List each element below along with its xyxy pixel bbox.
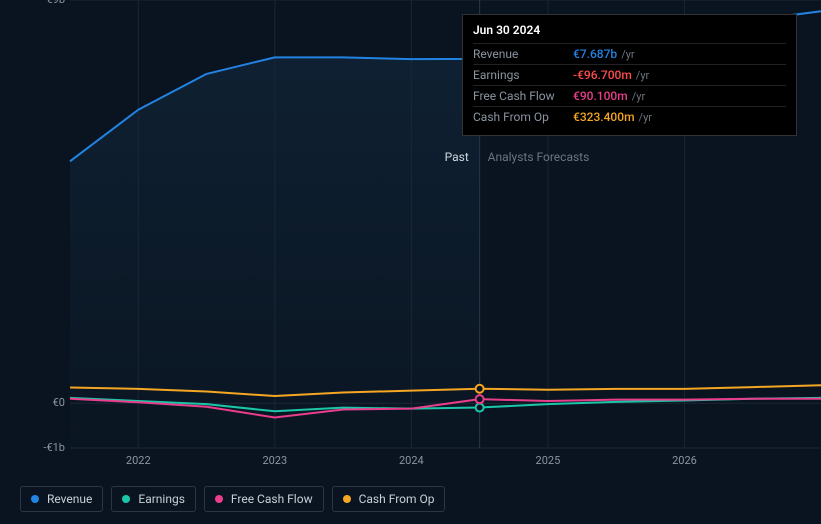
legend-label: Free Cash Flow xyxy=(231,492,313,506)
tooltip-row-value: €323.400m xyxy=(573,110,635,124)
tooltip-title: Jun 30 2024 xyxy=(473,23,786,43)
y-axis-label: €9b xyxy=(35,0,65,6)
tooltip-row-unit: /yr xyxy=(639,111,652,124)
y-axis-label: -€1b xyxy=(35,441,65,454)
chart-tooltip: Jun 30 2024 Revenue€7.687b/yrEarnings-€9… xyxy=(462,14,797,136)
legend-item[interactable]: Cash From Op xyxy=(332,486,446,512)
tooltip-row: Revenue€7.687b/yr xyxy=(473,43,786,64)
legend-item[interactable]: Free Cash Flow xyxy=(204,486,324,512)
legend-dot xyxy=(343,495,351,503)
tooltip-row-unit: /yr xyxy=(621,48,634,61)
legend-dot xyxy=(215,495,223,503)
legend-label: Cash From Op xyxy=(359,492,435,506)
x-axis-label: 2026 xyxy=(672,454,697,467)
tooltip-row: Cash From Op€323.400m/yr xyxy=(473,106,786,127)
x-axis-label: 2023 xyxy=(262,454,287,467)
tooltip-row-label: Earnings xyxy=(473,68,573,82)
x-axis-label: 2025 xyxy=(536,454,561,467)
legend-label: Earnings xyxy=(138,492,185,506)
chart-legend: Revenue Earnings Free Cash Flow Cash From O… xyxy=(20,486,445,512)
tooltip-row-value: -€96.700m xyxy=(573,68,632,82)
tooltip-row-unit: /yr xyxy=(632,90,645,103)
legend-item[interactable]: Revenue xyxy=(20,486,103,512)
tooltip-row-label: Free Cash Flow xyxy=(473,89,573,103)
x-axis-label: 2022 xyxy=(126,454,151,467)
legend-dot xyxy=(31,495,39,503)
tooltip-rows: Revenue€7.687b/yrEarnings-€96.700m/yrFre… xyxy=(473,43,786,127)
tooltip-row: Free Cash Flow€90.100m/yr xyxy=(473,85,786,106)
tooltip-row-label: Revenue xyxy=(473,47,573,61)
tooltip-row-value: €7.687b xyxy=(573,47,617,61)
y-axis-label: €0 xyxy=(35,396,65,409)
x-axis-label: 2024 xyxy=(399,454,424,467)
legend-dot xyxy=(122,495,130,503)
past-label: Past xyxy=(445,150,469,164)
legend-item[interactable]: Earnings xyxy=(111,486,196,512)
tooltip-row-value: €90.100m xyxy=(573,89,628,103)
forecast-label: Analysts Forecasts xyxy=(488,150,590,164)
tooltip-row: Earnings-€96.700m/yr xyxy=(473,64,786,85)
tooltip-row-unit: /yr xyxy=(636,69,649,82)
legend-label: Revenue xyxy=(47,492,92,506)
tooltip-row-label: Cash From Op xyxy=(473,110,573,124)
